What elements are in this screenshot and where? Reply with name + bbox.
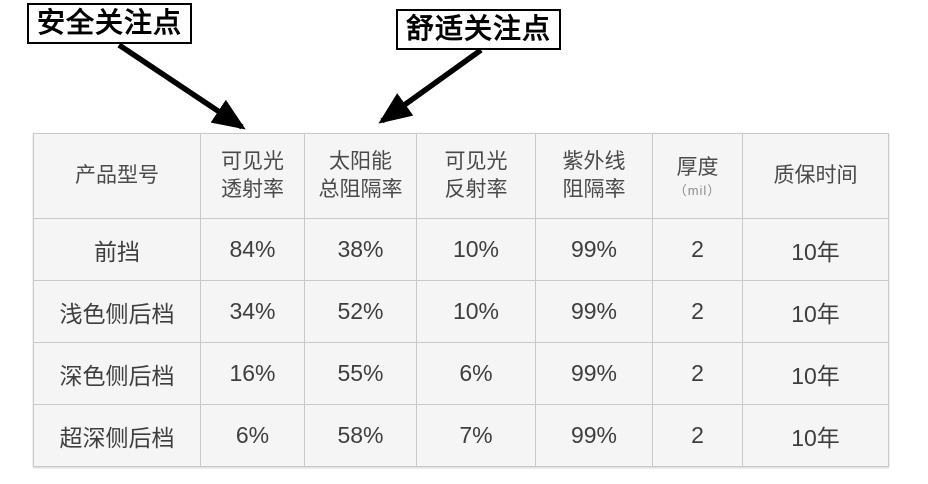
callout-comfort: 舒适关注点 — [396, 9, 562, 51]
value-cell: 2 — [652, 342, 743, 405]
value-cell: 99% — [535, 280, 653, 343]
value-cell: 99% — [535, 404, 653, 467]
col-header-total-solar-energy-rejection: 太阳能 总阻隔率 — [304, 133, 417, 219]
table-row: 前挡 84% 38% 10% 99% 2 10年 — [33, 218, 889, 281]
callout-comfort-label: 舒适关注点 — [406, 13, 552, 44]
col-header-product-model: 产品型号 — [33, 133, 201, 219]
col-header-warranty: 质保时间 — [742, 133, 889, 219]
value-cell: 10% — [416, 280, 536, 343]
callout-safety-label: 安全关注点 — [37, 7, 183, 38]
table-row: 超深侧后档 6% 58% 7% 99% 2 10年 — [33, 404, 889, 467]
value-cell: 10年 — [742, 404, 889, 467]
col-header-thickness: 厚度 （mil） — [652, 133, 743, 219]
safety-arrow — [117, 42, 246, 130]
value-cell: 2 — [652, 404, 743, 467]
product-name-cell: 前挡 — [33, 218, 201, 281]
callout-safety: 安全关注点 — [27, 3, 193, 45]
col-header-unit: （mil） — [673, 183, 722, 198]
value-cell: 10年 — [742, 342, 889, 405]
col-header-visible-light-transmittance: 可见光 透射率 — [200, 133, 305, 219]
product-name-cell: 超深侧后档 — [33, 404, 201, 467]
value-cell: 2 — [652, 218, 743, 281]
value-cell: 10% — [416, 218, 536, 281]
table-row: 浅色侧后档 34% 52% 10% 99% 2 10年 — [33, 280, 889, 343]
value-cell: 58% — [304, 404, 417, 467]
value-cell: 6% — [416, 342, 536, 405]
value-cell: 7% — [416, 404, 536, 467]
value-cell: 38% — [304, 218, 417, 281]
comfort-arrow — [378, 47, 483, 124]
value-cell: 16% — [200, 342, 305, 405]
value-cell: 84% — [200, 218, 305, 281]
table-header-row: 产品型号 可见光 透射率 太阳能 总阻隔率 可见光 反射率 紫外线 阻隔率 厚度 （mil） 质保时间 — [33, 133, 889, 219]
value-cell: 52% — [304, 280, 417, 343]
value-cell: 99% — [535, 218, 653, 281]
product-name-cell: 深色侧后档 — [33, 342, 201, 405]
spec-table: 产品型号 可见光 透射率 太阳能 总阻隔率 可见光 反射率 紫外线 阻隔率 厚度 （mil） 质保时间… — [33, 133, 889, 467]
value-cell: 10年 — [742, 218, 889, 281]
value-cell: 99% — [535, 342, 653, 405]
product-name-cell: 浅色侧后档 — [33, 280, 201, 343]
col-header-visible-light-reflectance: 可见光 反射率 — [416, 133, 536, 219]
value-cell: 6% — [200, 404, 305, 467]
col-header-uv-rejection: 紫外线 阻隔率 — [535, 133, 653, 219]
value-cell: 34% — [200, 280, 305, 343]
table-row: 深色侧后档 16% 55% 6% 99% 2 10年 — [33, 342, 889, 405]
value-cell: 10年 — [742, 280, 889, 343]
value-cell: 2 — [652, 280, 743, 343]
value-cell: 55% — [304, 342, 417, 405]
